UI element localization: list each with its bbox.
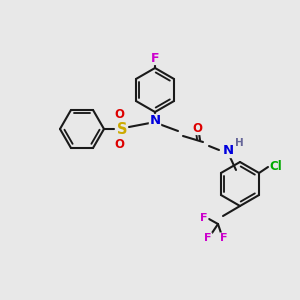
Text: O: O [114,137,124,151]
Text: F: F [220,233,228,243]
Text: O: O [192,122,202,134]
Text: Cl: Cl [270,160,282,173]
Text: N: N [222,145,234,158]
Text: F: F [204,233,212,243]
Text: N: N [149,115,161,128]
Text: F: F [200,213,208,223]
Text: O: O [114,107,124,121]
Text: S: S [117,122,127,136]
Text: F: F [151,52,159,64]
Text: H: H [235,138,243,148]
